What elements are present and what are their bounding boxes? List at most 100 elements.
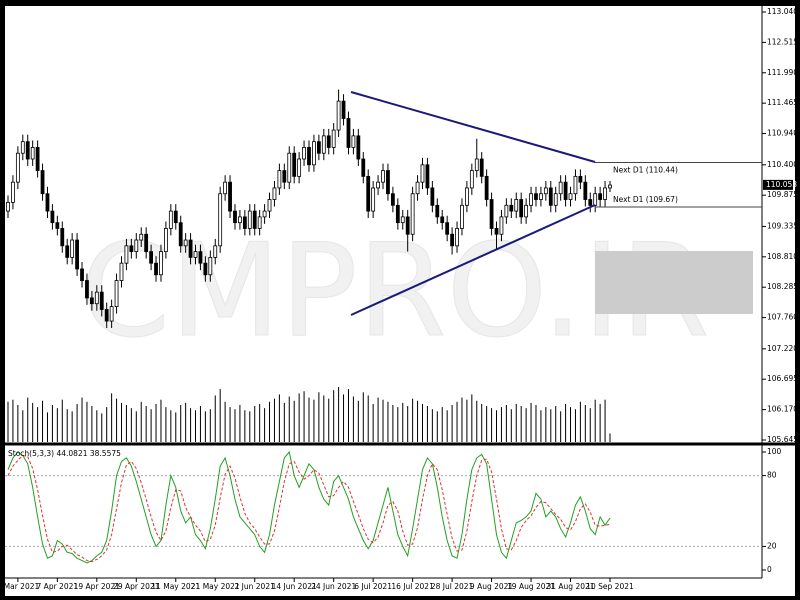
y-tick-label: 106.170 — [767, 405, 798, 414]
candle-body — [386, 170, 390, 195]
x-tick-label: 7 Apr 2021 — [37, 582, 79, 591]
candle-body — [529, 193, 533, 206]
candle-body — [55, 222, 60, 229]
y-tick-label: 109.335 — [767, 221, 798, 230]
candle-body — [262, 210, 267, 218]
indicator-y-tick-label: 0 — [767, 565, 772, 574]
candle-body — [558, 181, 563, 195]
candle-body — [168, 210, 173, 229]
marks: 113.040 112.515 111.990 111.465 110.940 110.4… — [0, 7, 798, 591]
indicator-y-tick-label: 20 — [767, 541, 777, 550]
x-tick-label: 21 May 2021 — [191, 582, 240, 591]
x-tick-label: 16 Jul 2021 — [391, 582, 434, 591]
trendline — [350, 91, 596, 163]
shaded-box — [595, 251, 753, 314]
x-tick-label: 14 Jun 2021 — [272, 582, 317, 591]
candle-body — [119, 262, 124, 281]
candle-body — [252, 210, 257, 229]
candle-body — [75, 239, 79, 270]
y-tick-label: 111.990 — [767, 68, 798, 77]
candle-body — [425, 164, 430, 189]
candle-body — [124, 245, 129, 264]
candle-body — [109, 306, 114, 322]
candle-body — [390, 193, 395, 206]
candle-body — [603, 187, 607, 200]
candle-body — [267, 199, 272, 212]
x-tick-label: 10 Sep 2021 — [586, 582, 634, 591]
y-tick-label: 108.285 — [767, 282, 798, 291]
candle-body — [553, 193, 558, 206]
candle-body — [455, 228, 459, 247]
candle-body — [203, 262, 208, 276]
candle-body — [504, 204, 509, 218]
candle-body — [193, 251, 198, 258]
candle-body — [524, 204, 529, 218]
candle-body — [445, 222, 450, 235]
candle-body — [509, 204, 514, 212]
candle-body — [543, 187, 548, 195]
current-price-label: 110.053 — [766, 180, 797, 189]
candle-body — [573, 175, 578, 195]
candle-body — [35, 147, 40, 171]
y-tick-label: 110.400 — [767, 160, 798, 169]
candle-body — [400, 216, 405, 224]
candle-body — [208, 256, 213, 276]
candle-body — [178, 222, 183, 247]
y-tick-label: 107.760 — [767, 313, 798, 322]
candle-body — [484, 175, 489, 200]
candle-body — [40, 170, 45, 195]
candle-body — [474, 158, 479, 171]
indicator-line — [7, 454, 611, 563]
candle-body — [307, 147, 311, 166]
candle-body — [568, 193, 573, 200]
level-label: Next D1 (109.67) — [613, 195, 678, 204]
x-tick-label: 19 Aug 2021 — [507, 582, 555, 591]
candle-body — [15, 152, 20, 183]
y-tick-label: 106.695 — [767, 374, 798, 383]
candle-body — [257, 216, 262, 229]
y-tick-label: 105.645 — [767, 435, 798, 444]
candle-body — [415, 181, 420, 195]
candle-body — [351, 135, 356, 148]
x-tick-label: 28 Jul 2021 — [431, 582, 474, 591]
candle-body — [563, 181, 568, 200]
indicator-y-tick-label: 80 — [767, 471, 777, 480]
candle-body — [514, 199, 519, 212]
candle-body — [80, 268, 84, 281]
y-tick-label: 113.040 — [767, 7, 798, 16]
candle-body — [346, 118, 351, 148]
candle-body — [173, 210, 178, 224]
candle-body — [588, 199, 593, 206]
x-tick-label: 6 Mar 2021 — [0, 582, 39, 591]
candle-body — [272, 187, 277, 200]
candle-body — [11, 181, 15, 203]
candle-body — [450, 233, 454, 247]
x-tick-label: 2 Jun 2021 — [235, 582, 276, 591]
candle-body — [70, 239, 75, 258]
candle-body — [539, 193, 543, 200]
candle-body — [489, 199, 494, 229]
candle-body — [242, 216, 247, 229]
current-price-box — [763, 179, 793, 190]
candle-body — [134, 239, 139, 253]
candle-body — [302, 147, 306, 160]
x-tick-label: 19 Apr 2021 — [74, 582, 121, 591]
candle-body — [228, 181, 232, 212]
candle-body — [608, 184, 612, 189]
candle-body — [159, 251, 163, 276]
candle-body — [85, 280, 89, 299]
indicator-title: Stoch(5,3,3) 44.0821 38.5575 — [8, 449, 121, 458]
candle-body — [198, 251, 203, 264]
candle-body — [6, 202, 10, 212]
candle-body — [60, 228, 65, 247]
x-tick-label: 9 Aug 2021 — [470, 582, 513, 591]
candle-body — [341, 100, 346, 119]
candle-body — [583, 181, 588, 200]
candle-body — [316, 141, 321, 154]
candle-body — [440, 216, 445, 224]
candle-body — [20, 141, 25, 154]
candle-body — [548, 187, 553, 206]
candle-body — [213, 245, 218, 258]
